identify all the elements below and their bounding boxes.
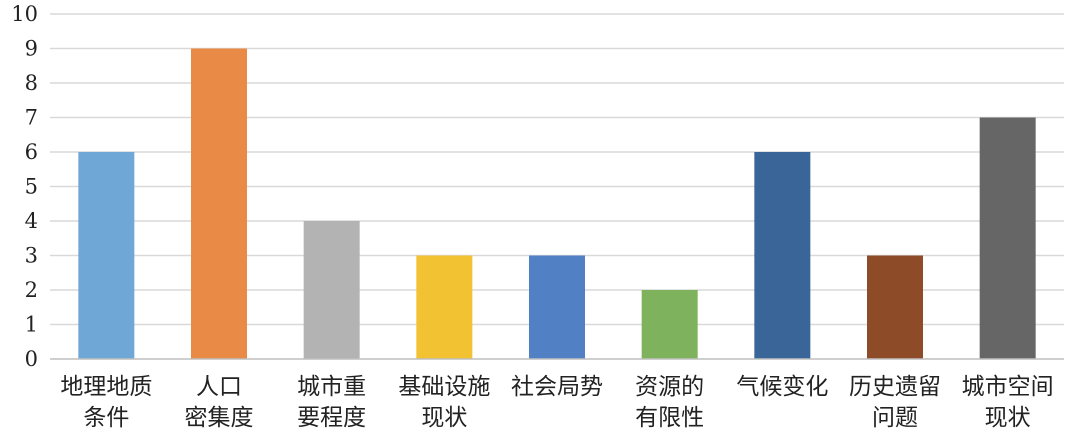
bar (191, 48, 247, 359)
bar (754, 152, 811, 359)
category-label: 条件 (83, 405, 129, 431)
bar (867, 255, 923, 359)
y-tick-label: 1 (25, 313, 38, 337)
y-tick-label: 5 (25, 175, 38, 199)
category-label: 城市重 (297, 374, 366, 400)
y-tick-label: 7 (25, 106, 38, 130)
y-tick-label: 10 (11, 2, 38, 26)
y-tick-label: 9 (25, 37, 38, 61)
category-label: 现状 (421, 405, 467, 431)
bar (303, 221, 360, 359)
bar (529, 255, 585, 359)
bar (641, 290, 698, 359)
category-label: 社会局势 (511, 374, 603, 400)
category-label: 要程度 (297, 405, 366, 431)
y-tick-label: 2 (25, 278, 38, 302)
y-tick-label: 0 (25, 347, 38, 371)
category-label: 问题 (872, 405, 918, 431)
y-tick-label: 6 (25, 140, 38, 164)
category-label: 现状 (985, 405, 1031, 431)
bar (78, 152, 135, 359)
bar (979, 117, 1036, 359)
y-tick-label: 3 (25, 244, 38, 268)
bars (78, 48, 1036, 359)
category-label: 人口 (196, 374, 242, 400)
bar (416, 255, 473, 359)
category-label: 资源的 (635, 374, 704, 400)
category-label: 密集度 (185, 405, 254, 431)
y-tick-label: 8 (25, 71, 38, 95)
category-label: 城市空间 (962, 374, 1054, 400)
category-label: 基础设施 (398, 374, 490, 400)
category-label: 地理地质 (60, 374, 152, 400)
category-label: 气候变化 (736, 374, 828, 400)
y-tick-label: 4 (25, 209, 38, 233)
y-axis-tick-labels: 0 1 2 3 4 5 6 7 8 9 10 (11, 2, 38, 371)
category-label: 历史遗留 (849, 374, 941, 400)
category-label: 有限性 (635, 405, 704, 431)
